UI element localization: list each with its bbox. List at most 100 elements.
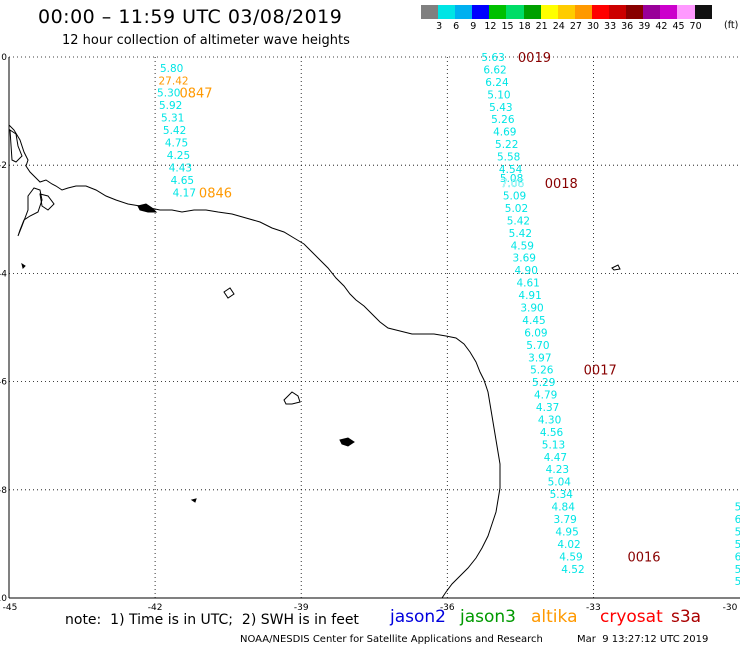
footer-note: note: 1) Time is in UTC; 2) SWH is in fe…: [65, 612, 359, 628]
pass-time-label: 0018: [545, 177, 578, 192]
color-swatch: [660, 5, 678, 19]
x-tick-label: -42: [148, 603, 163, 613]
wave-height-value: 27.42: [159, 75, 189, 87]
color-scale-label: 18: [518, 21, 531, 32]
wave-height-value: 5.02: [505, 203, 528, 215]
wave-height-value: 5: [735, 502, 740, 514]
satellite-legend-altika: altika: [531, 607, 578, 627]
wave-height-value: 7.06: [501, 178, 525, 190]
wave-height-value: 4.02: [557, 539, 580, 551]
pass-time-label: 0019: [518, 51, 551, 66]
map-axes: [8, 57, 740, 599]
color-scale-label: 27: [569, 21, 582, 32]
color-scale-label: 24: [552, 21, 565, 32]
map-subtitle: 12 hour collection of altimeter wave hei…: [62, 33, 350, 48]
wave-height-value: 6.: [735, 551, 740, 563]
color-swatch: [472, 5, 490, 19]
satellite-legend-cryosat: cryosat: [600, 607, 663, 627]
wave-height-value: 5.29: [532, 377, 555, 389]
wave-height-value: 4.37: [536, 402, 559, 414]
wave-height-value: 5.42: [163, 125, 186, 137]
wave-height-value: 5.58: [497, 152, 520, 164]
y-tick-label: -4: [0, 269, 7, 279]
color-scale-label: 45: [672, 21, 685, 32]
x-tick-label: -30: [723, 603, 738, 613]
color-swatch: [694, 5, 712, 19]
wave-height-value: 5.08: [500, 173, 523, 185]
wave-height-value: 5.63: [481, 52, 504, 64]
wave-height-value: 5.04: [548, 477, 572, 489]
color-scale-label: 9: [470, 21, 477, 32]
color-scale-labels: 3 6 9 12 15 18 21 24 27 30 33 36 39 42 45 70: [421, 21, 740, 35]
wave-height-value: 5.10: [487, 89, 510, 101]
color-scale-label: 70: [689, 21, 702, 32]
color-scale-label: 39: [638, 21, 651, 32]
wave-height-value: 5.43: [489, 102, 512, 114]
y-tick-label: -2: [0, 161, 7, 171]
wave-height-value: 5.30: [157, 88, 180, 100]
wave-height-value: 5.31: [161, 113, 184, 125]
wave-height-value: 5.26: [530, 365, 554, 377]
color-swatch: [677, 5, 695, 19]
wave-height-value: 5.80: [160, 63, 183, 75]
wave-height-value: 3.90: [520, 302, 543, 314]
wave-height-value: 4.30: [538, 414, 561, 426]
credit-date: Mar 9 13:27:12 UTC 2019: [577, 634, 709, 645]
wave-height-value: 4.95: [555, 526, 578, 538]
color-swatch: [438, 5, 456, 19]
wave-height-value: 4.91: [518, 290, 541, 302]
coastline: [8, 124, 621, 599]
wave-height-value: 6.24: [485, 77, 509, 89]
wave-height-value: 6: [735, 514, 740, 526]
x-tick-label: -33: [586, 603, 601, 613]
wave-height-value: 4.17: [173, 187, 196, 199]
wave-height-value: 5: [735, 526, 740, 538]
wave-height-value: 5: [735, 539, 740, 551]
wave-height-value: 4.43: [169, 162, 192, 174]
axis-tick-labels: 0 -2 -4 -6 -8 -10-45 -42 -39 -36 -33 -30: [0, 53, 738, 613]
x-tick-label: -45: [3, 603, 18, 613]
wave-height-value: 6.62: [483, 64, 506, 76]
wave-height-value: 5.13: [542, 439, 565, 451]
y-tick-label: -10: [0, 594, 7, 604]
pass-time-label: 0847: [179, 87, 212, 102]
wave-height-value: 4.79: [534, 390, 557, 402]
credit-text: NOAA/NESDIS Center for Satellite Applica…: [240, 634, 543, 645]
wave-height-value: 5: [735, 576, 740, 588]
wave-height-value: 5.70: [526, 340, 549, 352]
wave-height-value: 3.97: [528, 352, 551, 364]
color-scale-label: 6: [453, 21, 460, 32]
y-tick-label: -8: [0, 486, 7, 496]
color-swatch: [609, 5, 627, 19]
wave-height-value: 4.59: [511, 240, 534, 252]
x-tick-label: -36: [440, 603, 455, 613]
map-title: 00:00 – 11:59 UTC 03/08/2019: [38, 6, 343, 28]
altimeter-tracks: 5.8027.425.305.925.315.424.754.254.434.6…: [157, 51, 740, 588]
color-scale-label: 42: [655, 21, 668, 32]
wave-height-value: 4.61: [516, 278, 539, 290]
color-swatch: [421, 5, 439, 19]
wave-height-value: 5.22: [495, 139, 518, 151]
color-swatch: [455, 5, 473, 19]
x-tick-label: -39: [294, 603, 309, 613]
color-swatch: [591, 5, 610, 19]
pass-time-label: 0016: [627, 550, 660, 565]
wave-height-value: 5.26: [491, 114, 515, 126]
color-scale-unit: (ft): [724, 20, 739, 31]
wave-height-value: 4.52: [561, 564, 584, 576]
wave-height-value: 4.25: [167, 150, 190, 162]
color-scale-label: 15: [501, 21, 514, 32]
color-swatch: [626, 5, 644, 19]
y-tick-label: 0: [1, 53, 7, 63]
color-scale-bar: [421, 5, 712, 19]
wave-height-value: 4.90: [515, 265, 538, 277]
pass-time-label: 0017: [584, 364, 617, 379]
wave-height-value: 3.79: [553, 514, 576, 526]
wave-height-value: 4.75: [165, 137, 188, 149]
wave-height-value: 4.45: [522, 315, 545, 327]
lat-lon-grid: [9, 56, 740, 598]
wave-height-value: 4.47: [544, 452, 567, 464]
color-swatch: [643, 5, 661, 19]
color-scale-label: 21: [535, 21, 548, 32]
